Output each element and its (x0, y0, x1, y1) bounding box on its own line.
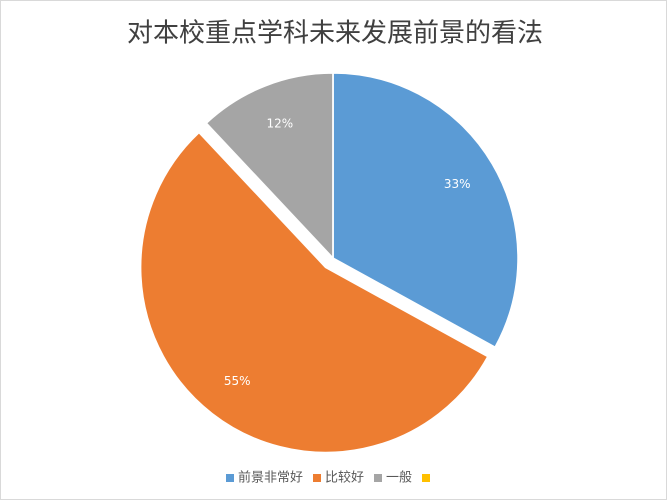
legend-label: 比较好 (325, 471, 364, 486)
legend-swatch (313, 474, 321, 482)
legend-label: 一般 (386, 470, 412, 486)
pie-slice (332, 72, 519, 349)
pie-slice (205, 72, 334, 260)
legend-swatch (422, 474, 430, 482)
pie-slice (139, 131, 489, 454)
legend-swatch (374, 474, 382, 482)
data-label: 33% (444, 177, 471, 191)
legend-label: 前景非常好 (238, 470, 303, 486)
legend-swatch (226, 474, 234, 482)
chart-title: 对本校重点学科未来发展前景的看法 (127, 19, 543, 49)
data-label: 12% (267, 116, 294, 130)
data-label: 55% (224, 374, 251, 388)
